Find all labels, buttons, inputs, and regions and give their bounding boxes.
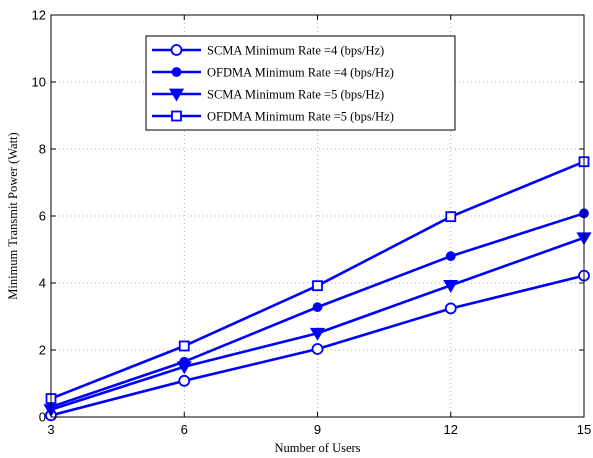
legend-marker — [168, 88, 185, 102]
data-point — [178, 374, 191, 387]
legend: SCMA Minimum Rate =4 (bps/Hz) OFDMA Minim… — [145, 35, 456, 131]
x-axis-label: Number of Users — [274, 441, 360, 455]
data-point — [312, 280, 323, 292]
y-tick-label: 12 — [32, 8, 46, 23]
y-axis-label: Minimum Transmit Power (Watt) — [6, 132, 20, 299]
x-tick-label: 3 — [47, 422, 54, 437]
y-tick-label: 6 — [39, 209, 46, 224]
legend-entry: SCMA Minimum Rate =5 (bps/Hz) — [152, 88, 384, 102]
y-tick-label: 8 — [39, 142, 46, 157]
x-tick-label: 15 — [577, 422, 591, 437]
x-tick-label: 9 — [314, 422, 321, 437]
legend-label: OFDMA Minimum Rate =5 (bps/Hz) — [207, 110, 394, 124]
legend-label: OFDMA Minimum Rate =4 (bps/Hz) — [207, 66, 394, 80]
data-point — [312, 302, 323, 313]
data-point — [309, 327, 326, 341]
data-point — [445, 251, 456, 262]
y-tick-label: 10 — [32, 75, 46, 90]
x-tick-label: 12 — [444, 422, 458, 437]
data-point — [445, 211, 457, 223]
legend-label: SCMA Minimum Rate =5 (bps/Hz) — [207, 88, 384, 102]
legend-entry: OFDMA Minimum Rate =5 (bps/Hz) — [152, 110, 394, 124]
x-tick-label: 6 — [181, 422, 188, 437]
legend-marker — [170, 44, 183, 56]
y-tick-label: 2 — [39, 343, 46, 358]
axis-ticks: 3 6 9 12 15 0 2 4 6 8 10 12 — [32, 8, 592, 438]
y-tick-label: 0 — [39, 410, 46, 425]
legend-label: SCMA Minimum Rate =4 (bps/Hz) — [207, 44, 384, 58]
data-point — [178, 340, 190, 352]
data-point — [443, 279, 459, 293]
legend-box — [145, 35, 456, 131]
legend-marker — [171, 110, 182, 122]
data-point — [311, 343, 324, 355]
data-point — [444, 302, 457, 315]
legend-marker — [171, 67, 182, 77]
legend-entry: OFDMA Minimum Rate =4 (bps/Hz) — [152, 66, 394, 80]
data-point — [176, 361, 192, 375]
legend-entry: SCMA Minimum Rate =4 (bps/Hz) — [152, 44, 384, 58]
y-tick-label: 4 — [39, 276, 46, 291]
